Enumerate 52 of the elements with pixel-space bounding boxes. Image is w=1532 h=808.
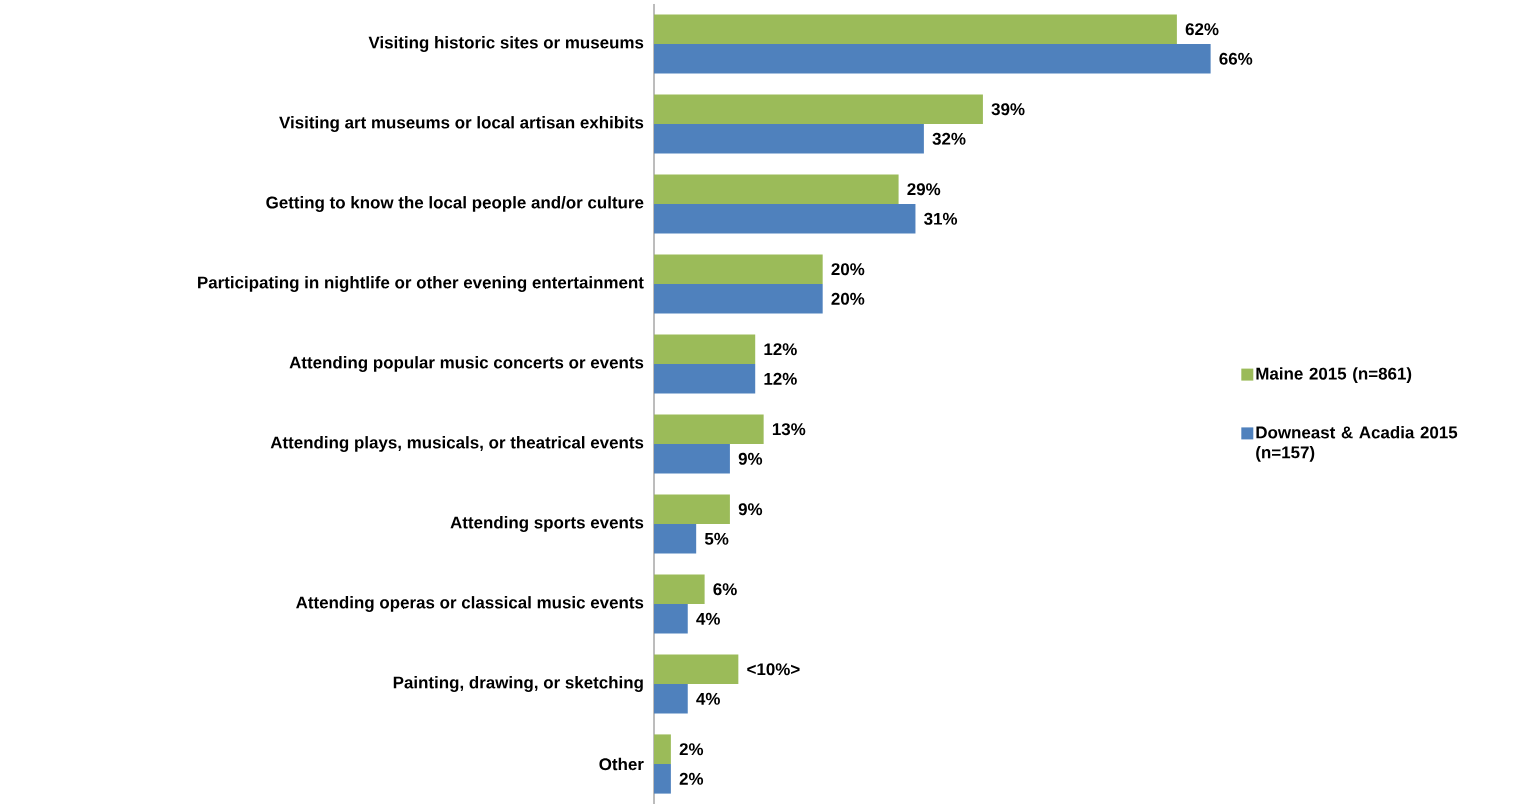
data-label: 39%: [991, 103, 1025, 116]
y-tick-label: Attending sports events: [450, 516, 644, 532]
data-label: 4%: [696, 612, 720, 625]
bar: [654, 14, 1177, 44]
legend-label: Maine 2015 (n=861): [1256, 367, 1412, 383]
bar: [654, 364, 756, 394]
bar: [654, 524, 697, 554]
y-tick-label: Attending operas or classical music events: [296, 596, 644, 612]
y-tick-label: Other: [599, 757, 644, 771]
bar: [654, 94, 983, 124]
data-label: 66%: [1219, 52, 1253, 65]
bar: [654, 574, 705, 605]
y-tick-label: Getting to know the local people and/or culture: [266, 196, 644, 212]
data-label: <10%>: [747, 663, 800, 676]
data-label: 62%: [1185, 23, 1219, 36]
bar: [654, 764, 671, 794]
bar: [654, 204, 916, 234]
data-label: 4%: [696, 692, 720, 705]
bar: [654, 494, 730, 524]
data-label: 9%: [738, 452, 763, 465]
data-label: 29%: [907, 183, 941, 196]
y-tick-label: Visiting historic sites or museums: [368, 36, 644, 52]
y-tick-label: Attending popular music concerts or events: [289, 356, 644, 372]
bar: [654, 334, 756, 364]
legend-label: Downeast & Acadia 2015 (n=157): [1256, 426, 1458, 462]
bar: [654, 734, 671, 765]
data-label: 12%: [764, 343, 797, 356]
data-label: 13%: [772, 423, 806, 436]
data-label: 2%: [679, 772, 704, 785]
data-label: 20%: [831, 292, 865, 305]
bar: [654, 124, 924, 154]
bar: [654, 44, 1211, 74]
y-tick-label: Painting, drawing, or sketching: [393, 676, 643, 692]
bar: [654, 684, 688, 714]
bar: [654, 604, 688, 634]
bar: [654, 444, 730, 474]
data-label: 6%: [713, 583, 737, 596]
data-label: 31%: [924, 212, 958, 225]
bar: [654, 174, 899, 204]
y-tick-label: Visiting art museums or local artisan exhibits: [279, 116, 644, 132]
data-label: 2%: [679, 743, 704, 756]
data-label: 9%: [738, 503, 763, 516]
y-tick-label: Participating in nightlife or other evening entertainment: [198, 276, 644, 292]
data-label: 12%: [764, 372, 797, 385]
data-label: 5%: [704, 532, 729, 545]
bar: [654, 414, 764, 444]
bar: [654, 254, 823, 284]
data-label: 20%: [831, 263, 865, 276]
y-tick-label: Attending plays, musicals, or theatrical events: [270, 436, 644, 452]
bar: [654, 284, 823, 314]
data-label: 32%: [932, 132, 966, 145]
bar: [654, 654, 739, 685]
